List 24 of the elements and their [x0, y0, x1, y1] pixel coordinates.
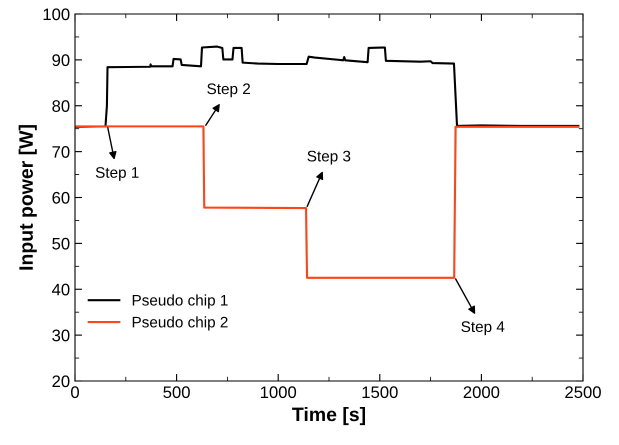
y-tick-label: 90 — [52, 54, 70, 66]
y-tick-label: 20 — [52, 375, 70, 388]
y-tick-label: 70 — [52, 146, 70, 158]
x-axis-title: Time [s] — [292, 406, 366, 426]
x-tick-label: 1500 — [362, 386, 398, 398]
annotation: Step 3 — [307, 150, 350, 165]
x-tick-label: 1000 — [260, 386, 296, 398]
x-tick-label: 2000 — [464, 386, 500, 398]
y-tick-label: 60 — [52, 192, 70, 204]
y-tick-label: 40 — [52, 284, 70, 296]
line-series — [75, 125, 580, 279]
annotation: Step 2 — [207, 83, 250, 98]
y-tick-label: 100 — [44, 8, 70, 20]
x-tick-label: 500 — [163, 386, 190, 398]
y-axis-title: Input power [W] — [18, 125, 37, 270]
y-tick-label: 50 — [52, 238, 70, 250]
y-tick-label: 30 — [52, 330, 70, 342]
x-tick-label: 2500 — [565, 386, 601, 398]
annotation: Step 1 — [96, 167, 139, 181]
x-tick-label: 0 — [71, 386, 79, 398]
y-tick-label: 80 — [52, 100, 70, 112]
annotation: Step 4 — [461, 321, 504, 336]
legend-label: Pseudo chip 1 — [132, 294, 228, 309]
legend-label: Pseudo chip 2 — [132, 316, 228, 331]
